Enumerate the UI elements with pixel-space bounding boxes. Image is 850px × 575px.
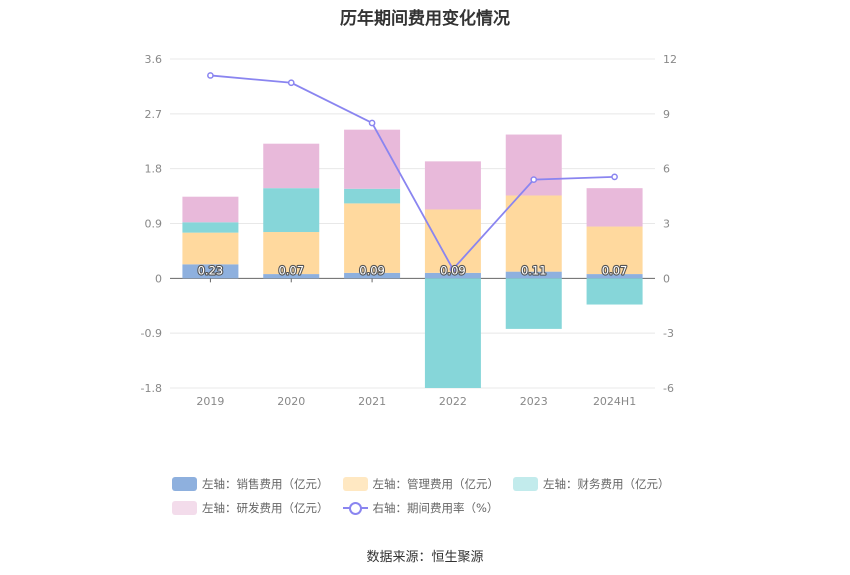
bar-rnd — [182, 196, 239, 223]
left-axis-tick-label: 3.6 — [145, 53, 163, 66]
bar-finance — [424, 278, 481, 388]
legend-label-finance: 左轴：财务费用（亿元） — [543, 477, 670, 491]
legend-item-admin[interactable]: 左轴：管理费用（亿元） — [342, 476, 500, 492]
bar-sales — [505, 271, 562, 279]
x-axis-tick-label: 2021 — [358, 395, 386, 408]
bar-admin — [424, 209, 481, 273]
bar-rnd — [424, 161, 481, 210]
left-axis-tick-label: -1.8 — [141, 382, 162, 395]
bar-rnd — [263, 143, 320, 189]
legend-label-admin: 左轴：管理费用（亿元） — [372, 477, 500, 491]
x-axis-tick-label: 2020 — [277, 395, 305, 408]
sales-data-label: 0.23 — [198, 263, 224, 277]
legend-line-marker-icon — [342, 501, 368, 515]
bar-sales — [586, 274, 643, 279]
bar-admin — [586, 226, 643, 275]
right-axis-tick-label: 0 — [663, 272, 670, 285]
sales-data-label: 0.09 — [440, 263, 466, 277]
bar-finance — [344, 188, 401, 204]
expense-rate-point — [530, 176, 538, 183]
left-axis-tick-label: -0.9 — [141, 327, 162, 340]
legend-label-rnd: 左轴：研发费用（亿元） — [202, 501, 329, 515]
right-axis-tick-label: 3 — [663, 218, 670, 231]
sales-data-label: 0.07 — [602, 263, 628, 277]
bar-sales — [344, 272, 401, 279]
expense-rate-line — [210, 74, 615, 271]
bar-rnd — [505, 134, 562, 196]
legend-swatch-sales — [172, 477, 197, 491]
bar-admin — [182, 232, 239, 265]
bar-finance — [505, 278, 562, 329]
sales-data-label: 0.09 — [359, 263, 385, 277]
x-axis-tick-label: 2019 — [196, 395, 224, 408]
data-source-note: 数据来源：恒生聚源 — [366, 550, 484, 565]
left-axis-tick-label: 0.9 — [145, 218, 163, 231]
chart-title: 历年期间费用变化情况 — [340, 9, 510, 29]
right-axis-tick-label: 9 — [663, 108, 670, 121]
expense-rate-point — [207, 72, 214, 79]
legend-item-rnd[interactable]: 左轴：研发费用（亿元） — [172, 500, 329, 516]
sales-data-label: 0.07 — [278, 263, 304, 277]
x-axis-tick-label: 2022 — [439, 395, 467, 408]
bar-finance — [182, 222, 239, 233]
bar-rnd — [344, 129, 401, 189]
bar-admin — [344, 203, 401, 273]
expense-rate-point — [611, 173, 618, 181]
legend-item-sales[interactable]: 左轴：销售费用（亿元） — [172, 476, 329, 492]
legend-label-sales: 左轴：销售费用（亿元） — [202, 477, 329, 491]
bar-sales — [263, 274, 320, 279]
expense-rate-point — [368, 119, 376, 127]
expense-rate-point — [449, 265, 457, 273]
bar-sales — [424, 272, 481, 279]
legend-swatch-finance — [513, 477, 538, 491]
legend-swatch-admin — [342, 477, 368, 491]
legend-item-expense-rate[interactable]: 右轴：期间费用率（%） — [342, 500, 499, 516]
bar-finance — [586, 278, 643, 305]
bar-admin — [263, 232, 320, 275]
x-axis-tick-label: 2023 — [520, 395, 548, 408]
x-axis-tick-label: 2024H1 — [593, 395, 636, 408]
left-axis-tick-label: 0 — [155, 272, 162, 285]
right-axis-tick-label: 6 — [663, 163, 670, 176]
legend-label-expense-rate: 右轴：期间费用率（%） — [372, 501, 499, 515]
left-axis-tick-label: 1.8 — [145, 163, 163, 176]
bar-admin — [505, 195, 562, 272]
sales-data-label: 0.11 — [521, 263, 547, 277]
expense-rate-point — [287, 79, 295, 87]
legend-swatch-rnd — [172, 501, 197, 515]
chart-legend: 左轴：销售费用（亿元） 左轴：管理费用（亿元） 左轴：财务费用（亿元） 左轴：研… — [172, 472, 692, 520]
bar-sales — [182, 264, 239, 279]
right-axis-tick-label: -3 — [663, 327, 674, 340]
bar-rnd — [586, 188, 643, 227]
right-axis-tick-label: 12 — [663, 53, 677, 66]
right-axis-tick-label: -6 — [663, 382, 674, 395]
bar-finance — [263, 188, 320, 233]
legend-item-finance[interactable]: 左轴：财务费用（亿元） — [513, 476, 670, 492]
left-axis-tick-label: 2.7 — [145, 108, 163, 121]
